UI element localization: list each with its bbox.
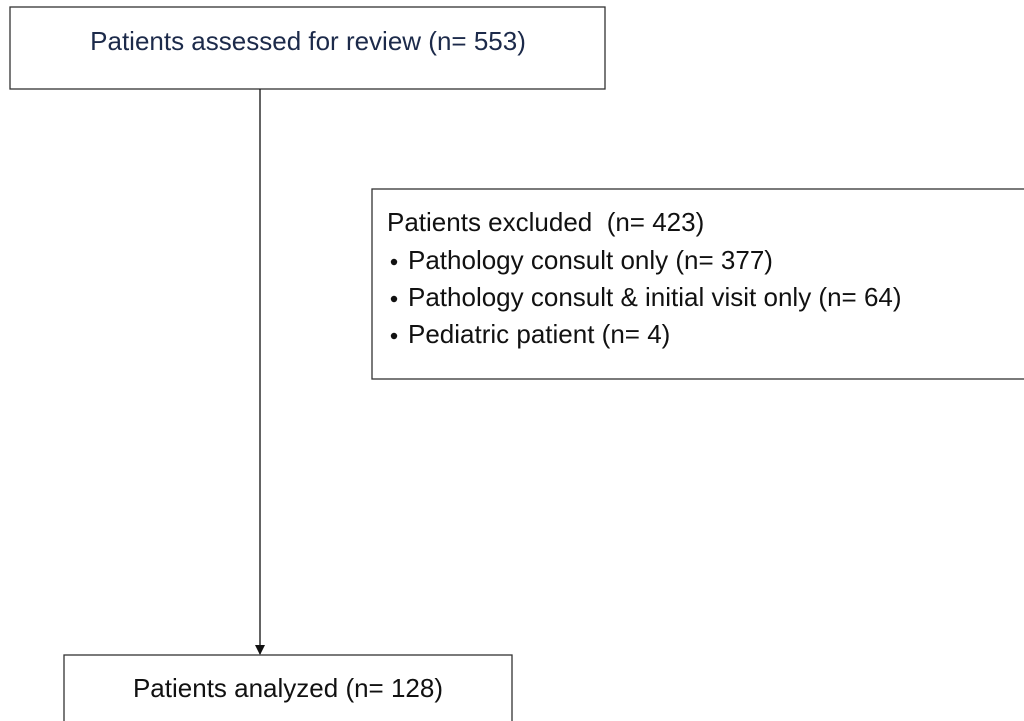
- analyzed-label: Patients analyzed (n= 128): [133, 673, 443, 703]
- excluded-item: Pathology consult only (n= 377): [408, 245, 773, 275]
- bullet: [390, 295, 398, 303]
- assessed-box: [9, 6, 606, 90]
- excluded-box: [371, 188, 1024, 380]
- analyzed-box: [63, 654, 513, 721]
- excluded-item: Pathology consult & initial visit only (…: [408, 282, 902, 312]
- excluded-item: Pediatric patient (n= 4): [408, 319, 670, 349]
- bullet: [390, 258, 398, 266]
- bullet: [390, 332, 398, 340]
- assessed-label: Patients assessed for review (n= 553): [90, 26, 526, 56]
- excluded-label: Patients excluded (n= 423): [387, 207, 704, 237]
